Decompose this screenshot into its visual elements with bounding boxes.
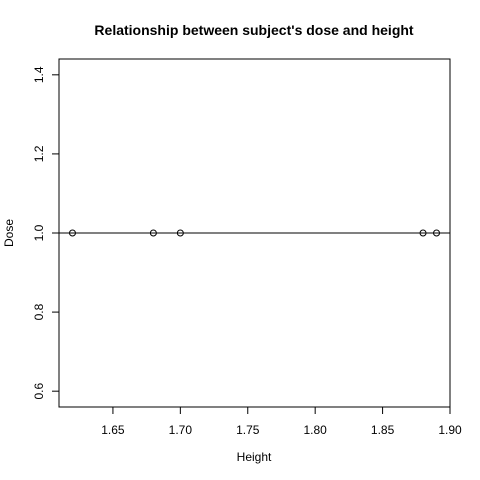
x-tick-label: 1.85 — [371, 423, 395, 437]
x-tick-label: 1.70 — [169, 423, 193, 437]
x-tick-label: 1.80 — [303, 423, 327, 437]
data-points — [68, 229, 441, 237]
y-tick-label: 1.0 — [32, 224, 46, 241]
x-axis-label: Height — [237, 450, 272, 464]
data-point — [68, 229, 76, 237]
data-point — [149, 229, 157, 237]
y-tick-label: 0.8 — [32, 303, 46, 320]
chart-title: Relationship between subject's dose and … — [94, 22, 413, 38]
x-axis: 1.65 1.70 1.75 1.80 1.85 1.90 — [101, 406, 462, 437]
x-tick-label: 1.75 — [236, 423, 260, 437]
y-tick-label: 1.4 — [32, 66, 46, 83]
y-tick-label: 0.6 — [32, 383, 46, 400]
data-point — [176, 229, 184, 237]
data-point — [433, 229, 441, 237]
data-point — [419, 229, 427, 237]
x-tick-label: 1.90 — [438, 423, 462, 437]
y-tick-label: 1.2 — [32, 145, 46, 162]
y-axis-label: Dose — [2, 219, 16, 247]
x-tick-label: 1.65 — [101, 423, 125, 437]
y-axis: 0.6 0.8 1.0 1.2 1.4 — [32, 66, 60, 400]
